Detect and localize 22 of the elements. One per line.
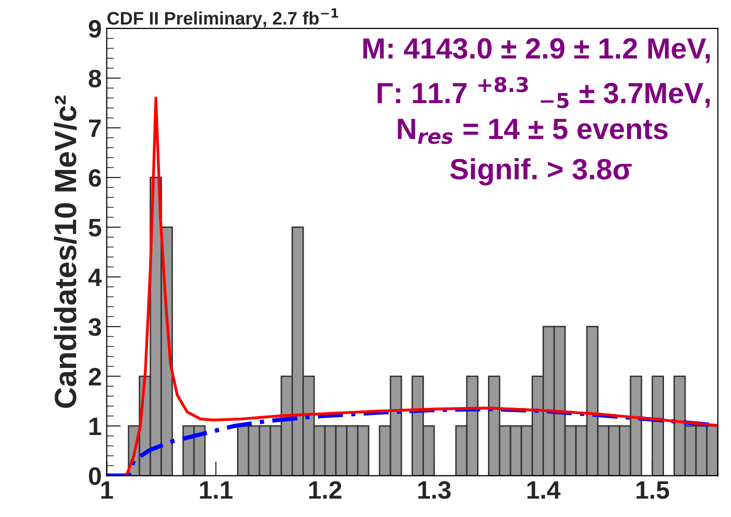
x-tick-label: 1.4	[527, 481, 560, 499]
x-tick-label: 1.5	[636, 481, 670, 499]
y-tick-label: 1	[90, 418, 102, 436]
annotation: M: 4143.0 ± 2.9 ± 1.2 MeV,	[363, 38, 710, 64]
annotation: N$_{res}$ = 14 ± 5 events	[398, 118, 668, 144]
x-tick-label: 1.1	[200, 481, 233, 499]
x-tick-label: 1.2	[309, 481, 342, 499]
y-tick-label: 9	[88, 20, 101, 38]
x-tick-label: 1	[101, 481, 113, 499]
y-tick-label: 6	[88, 169, 101, 187]
annotation: Signif. > 3.8σ	[450, 158, 632, 186]
annotation: Γ: 11.7 $^{+8.3}$ $_{−5}$ ± 3.7MeV,	[378, 76, 710, 108]
y-tick-label: 5	[88, 219, 102, 236]
y-tick-label: 8	[88, 70, 102, 88]
x-tick-label: 1.3	[418, 481, 451, 499]
chart-title: CDF II Preliminary, 2.7 fb$^{−1}$	[107, 8, 338, 28]
y-tick-label: 3	[88, 318, 101, 336]
y-tick-label: 7	[89, 120, 101, 137]
y-tick-label: 4	[88, 268, 102, 286]
y-axis-title: Candidates/10 MeV/c²	[54, 96, 77, 408]
y-tick-label: 0	[88, 467, 101, 485]
y-tick-label: 2	[88, 368, 101, 386]
